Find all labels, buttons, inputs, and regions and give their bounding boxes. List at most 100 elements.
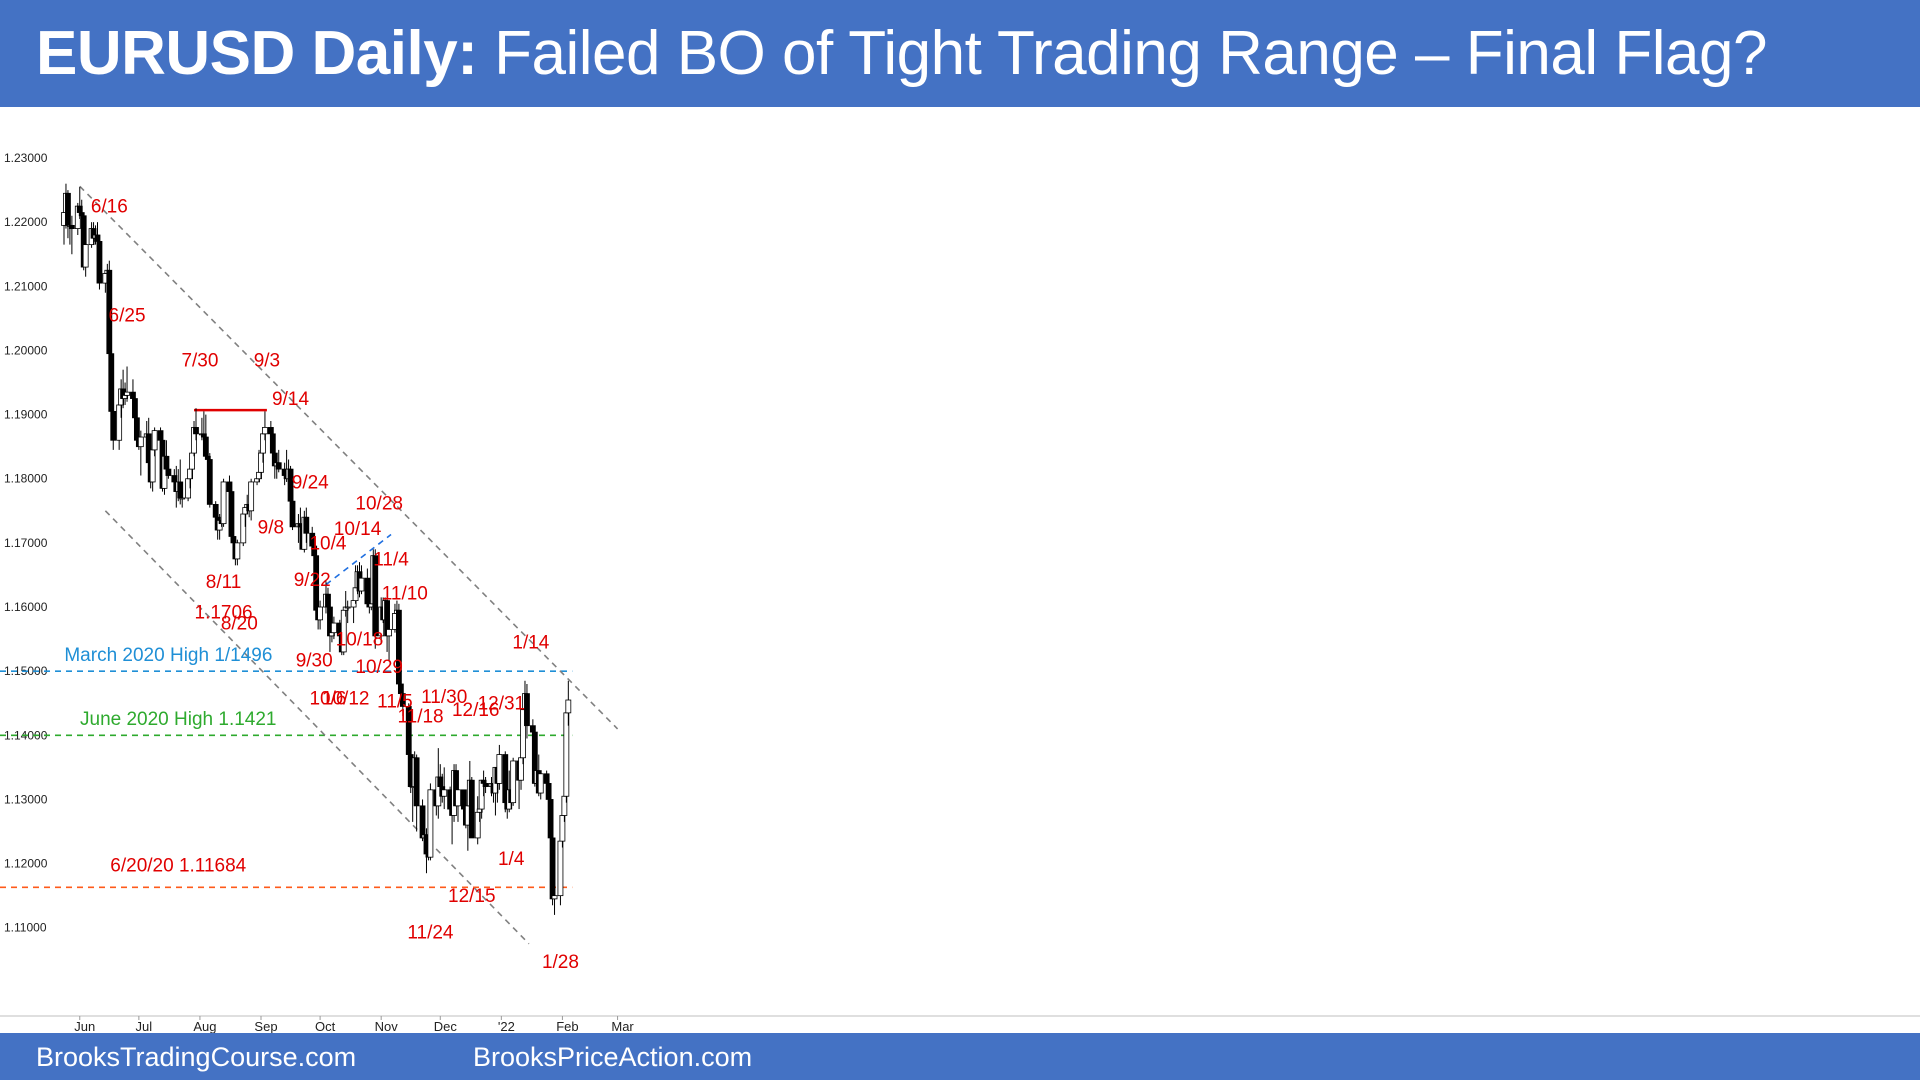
annotation-label: 11/30	[421, 687, 467, 708]
footer-site-right[interactable]: BrooksPriceAction.com	[473, 1042, 753, 1072]
candle	[137, 430, 144, 476]
annotation-label: 8/20	[221, 613, 258, 634]
candle-body	[108, 353, 115, 412]
title-symbol-label: EURUSD Daily:	[36, 19, 478, 88]
footer-site-left[interactable]: BrooksTradingCourse.com	[36, 1042, 357, 1072]
candle	[317, 600, 324, 630]
annotation-label: 11/18	[397, 706, 443, 727]
candle-body	[510, 760, 517, 804]
candle-body	[234, 542, 241, 560]
candle	[537, 770, 544, 800]
annotation-label: 12/16	[452, 700, 500, 721]
candle-body	[372, 555, 379, 637]
annotation-label: 7/30	[181, 350, 218, 371]
candle	[124, 366, 130, 402]
candles-group	[61, 183, 572, 915]
candle-body	[96, 241, 103, 284]
annotation-label: 1/28	[542, 952, 579, 973]
annotation-label: 6/16	[91, 197, 128, 218]
y-tick-label: 1.19000	[4, 408, 48, 422]
annotation-label: 9/22	[294, 570, 331, 591]
trend-line	[325, 533, 392, 586]
y-tick-label: 1.12000	[4, 857, 48, 871]
candle	[289, 494, 296, 531]
candle	[179, 485, 186, 508]
candle	[468, 776, 475, 839]
candlestick-chart: 1.23000 1.22000 1.21000 1.20000 1.19000 1.180…	[0, 151, 1920, 1033]
candle	[427, 783, 434, 861]
candle-body	[317, 606, 324, 621]
candle-body	[137, 436, 144, 448]
candle-body	[275, 462, 282, 470]
annotation-label: 1/4	[498, 849, 525, 870]
candle-body	[193, 427, 199, 435]
candle	[482, 776, 489, 794]
annotation-label: 12/15	[448, 886, 496, 907]
candle-body	[413, 757, 420, 807]
annotation-label: 9/3	[254, 350, 280, 371]
candle-body	[151, 430, 158, 451]
annotation-label: 6/20/20 1.11684	[110, 855, 246, 876]
x-tick-label: Jun	[74, 1019, 95, 1033]
annotation-label: 9/24	[292, 472, 329, 493]
candle	[303, 507, 310, 543]
candle	[275, 449, 282, 473]
candle	[557, 837, 564, 906]
candle-body	[547, 799, 554, 839]
candle	[110, 408, 117, 450]
page-title: EURUSD Daily: Failed BO of Tight Trading…	[36, 14, 1767, 94]
annotation-label: June 2020 High 1.1421	[80, 709, 277, 730]
candle	[165, 462, 172, 479]
candle-body	[399, 693, 406, 707]
annotation-label: 9/30	[296, 651, 333, 672]
annotation-label: 10/14	[334, 519, 382, 540]
candle-body	[537, 773, 544, 794]
x-tick-label: Oct	[315, 1019, 336, 1033]
y-tick-label: 1.13000	[4, 792, 48, 806]
candle	[413, 754, 420, 832]
candle	[565, 680, 572, 726]
x-tick-label: Jul	[136, 1019, 153, 1033]
annotation-label: 1/14	[512, 633, 549, 654]
y-tick-label: 1.21000	[4, 279, 48, 293]
annotation-label: 1.1706	[195, 603, 253, 624]
trend-line	[104, 510, 530, 945]
candle-body	[455, 789, 461, 807]
candle	[358, 565, 365, 595]
annotation-label: 11/5	[377, 692, 413, 713]
annotation-label: 6/25	[109, 306, 146, 327]
candle-body	[124, 391, 130, 396]
candle	[330, 616, 337, 640]
annotation-label: 8/11	[206, 572, 242, 593]
annotation-label: 9/14	[272, 389, 309, 410]
axes-group: 1.23000 1.22000 1.21000 1.20000 1.19000 1.180…	[0, 151, 1920, 1033]
candle-body	[248, 481, 255, 512]
annotation-label: 11/4	[373, 549, 409, 570]
candle-body	[206, 459, 213, 505]
y-tick-label: 1.18000	[4, 472, 48, 486]
candle	[248, 478, 255, 521]
candle-body	[303, 516, 310, 534]
candle	[220, 478, 227, 527]
candle-body	[482, 783, 489, 788]
annotation-label: 12/31	[478, 694, 526, 715]
footer-banner: BrooksTradingCourse.com BrooksPriceActio…	[0, 1033, 1920, 1080]
candle-body	[565, 699, 572, 714]
candle	[455, 783, 461, 822]
candle-body	[289, 500, 296, 528]
x-tick-label: Nov	[375, 1019, 399, 1033]
annotation-label: 10/28	[355, 494, 403, 515]
candle-body	[220, 481, 227, 525]
annotations-group: 6/16 6/25 7/30 9/3 9/14 9/24 9/8 8/11 1.17068/20…	[64, 197, 579, 974]
y-tick-label: 1.17000	[4, 536, 48, 550]
y-tick-label: 1.16000	[4, 600, 48, 614]
candle	[234, 539, 241, 566]
annotation-label: March 2020 High 1/1496	[64, 645, 272, 666]
x-tick-label: Aug	[193, 1019, 216, 1033]
reference-lines-group	[0, 185, 619, 945]
candle	[441, 767, 448, 810]
candle-body	[179, 497, 186, 500]
annotation-label: 10/6	[309, 689, 346, 710]
candle	[386, 619, 392, 662]
candle	[344, 600, 351, 624]
